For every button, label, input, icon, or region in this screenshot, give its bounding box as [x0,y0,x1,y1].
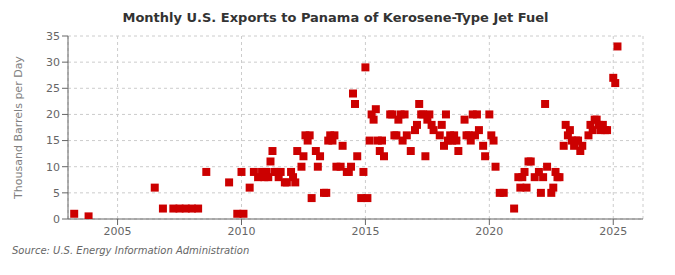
svg-text:2005: 2005 [104,225,132,238]
svg-text:2020: 2020 [475,225,503,238]
svg-text:2025: 2025 [599,225,627,238]
svg-text:2010: 2010 [227,225,255,238]
svg-text:10: 10 [46,161,60,174]
svg-text:25: 25 [46,82,60,95]
svg-text:35: 35 [46,30,60,43]
html-text:Monthly U.S. Exports to Panama: Monthly U.S. Exports to Panama of Kerose… [122,10,549,25]
svg-text:2015: 2015 [351,225,379,238]
svg-text:20: 20 [46,108,60,121]
svg-text:0: 0 [53,213,60,226]
svg-text:30: 30 [46,56,60,69]
html-text:Source: U.S. Energy Informatio: Source: U.S. Energy Information Administ… [12,245,250,256]
svg-text:5: 5 [53,187,60,200]
svg-text:Thousand Barrels per Day: Thousand Barrels per Day [12,56,25,200]
svg-text:15: 15 [46,134,60,147]
